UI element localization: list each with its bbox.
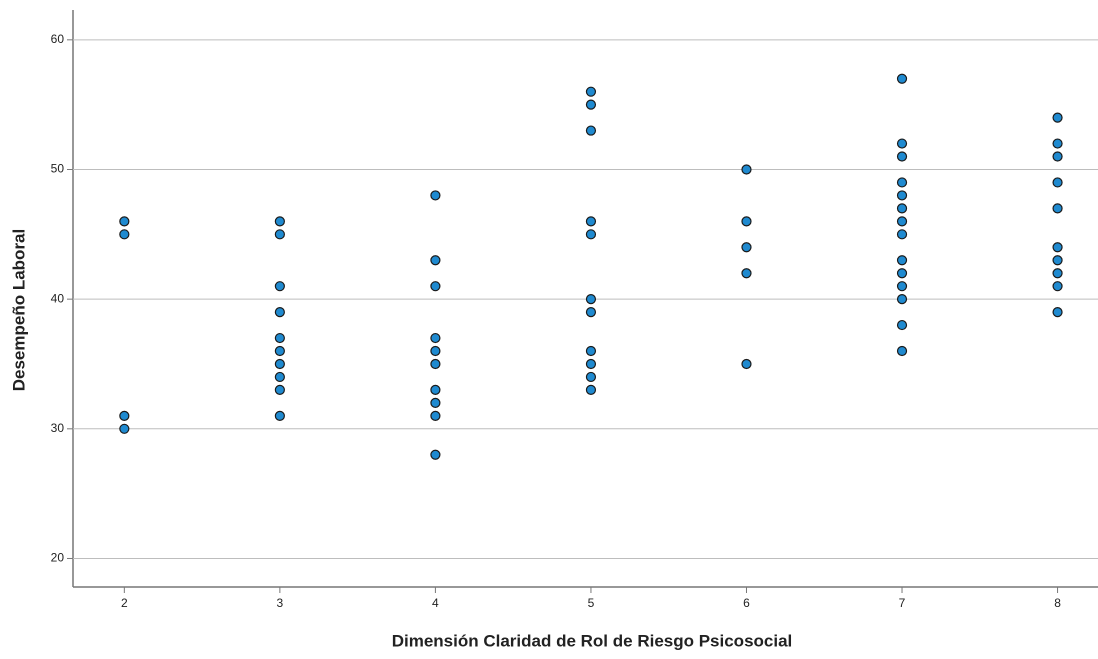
- point: [896, 268, 908, 279]
- point: [741, 164, 752, 175]
- point: [1052, 281, 1063, 292]
- point: [1052, 268, 1063, 279]
- x-tick-label: 5: [588, 596, 595, 610]
- point: [896, 319, 908, 331]
- point: [274, 345, 285, 357]
- point: [274, 307, 285, 318]
- x-tick-label: 4: [432, 596, 439, 610]
- point: [1052, 138, 1063, 149]
- point: [585, 216, 597, 227]
- point: [274, 371, 285, 383]
- point: [585, 86, 597, 97]
- point: [119, 216, 130, 227]
- point: [896, 281, 908, 292]
- point: [585, 371, 597, 383]
- point: [896, 255, 908, 266]
- point: [430, 449, 441, 460]
- point: [274, 229, 285, 240]
- x-tick-label: 6: [743, 596, 750, 610]
- y-tick-label: 40: [51, 291, 65, 305]
- point: [430, 384, 441, 396]
- point: [896, 229, 908, 240]
- point: [1052, 307, 1063, 318]
- point: [741, 358, 752, 370]
- y-tick-label: 30: [51, 421, 65, 435]
- point: [430, 345, 441, 357]
- x-axis-title: Dimensión Claridad de Rol de Riesgo Psic…: [392, 631, 793, 650]
- point: [1052, 242, 1063, 253]
- y-tick-label: 60: [51, 32, 65, 46]
- y-tick-label: 20: [51, 551, 65, 565]
- point: [274, 384, 285, 396]
- point: [896, 73, 908, 84]
- point: [430, 332, 441, 344]
- point: [430, 255, 441, 266]
- point: [274, 358, 285, 370]
- y-tick-label: 50: [51, 162, 65, 176]
- point: [741, 268, 752, 279]
- point: [896, 345, 908, 357]
- point: [1052, 255, 1063, 266]
- point: [741, 216, 752, 227]
- point: [741, 242, 752, 253]
- x-tick-label: 8: [1054, 596, 1061, 610]
- point: [585, 125, 597, 136]
- x-tick-label: 3: [277, 596, 284, 610]
- point: [274, 332, 285, 344]
- point: [585, 99, 597, 110]
- point: [430, 190, 441, 201]
- point: [896, 190, 908, 201]
- point: [119, 410, 130, 421]
- point: [585, 358, 597, 370]
- point: [430, 281, 441, 292]
- point: [585, 345, 597, 357]
- point: [119, 423, 130, 434]
- x-tick-label: 2: [121, 596, 128, 610]
- y-axis-title: Desempeño Laboral: [9, 229, 28, 392]
- point: [119, 229, 130, 240]
- point: [585, 229, 597, 240]
- point: [430, 358, 441, 370]
- point: [430, 410, 441, 421]
- point: [896, 203, 908, 214]
- point: [585, 384, 597, 396]
- point: [1052, 203, 1063, 214]
- point: [585, 307, 597, 318]
- point: [274, 281, 285, 292]
- point: [896, 138, 908, 149]
- point: [896, 151, 908, 162]
- point: [274, 216, 285, 227]
- point: [896, 216, 908, 227]
- point: [896, 177, 908, 188]
- point: [274, 410, 285, 421]
- point: [430, 397, 441, 408]
- point: [896, 294, 908, 305]
- point: [1052, 177, 1063, 188]
- point: [1052, 151, 1063, 162]
- x-tick-label: 7: [899, 596, 906, 610]
- point: [1052, 112, 1063, 123]
- point: [585, 294, 597, 305]
